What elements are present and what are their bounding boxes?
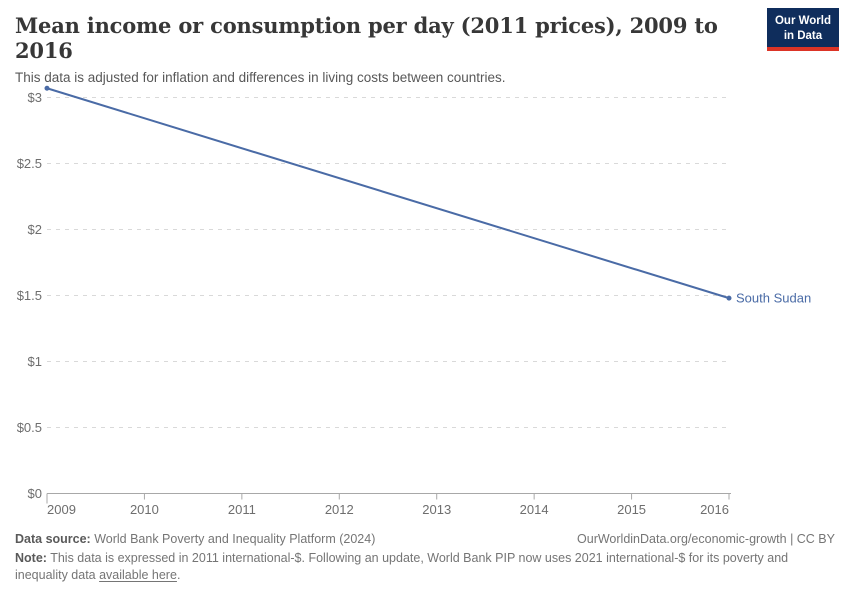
chart-subtitle: This data is adjusted for inflation and … — [15, 70, 506, 86]
chart-title: Mean income or consumption per day (2011… — [15, 13, 718, 64]
series-label[interactable]: South Sudan — [736, 291, 811, 306]
x-axis-tick-label: 2016 — [700, 502, 729, 517]
owid-logo[interactable]: Our World in Data — [766, 8, 839, 52]
available-here-link[interactable]: available here — [99, 568, 177, 582]
note-text: This data is expressed in 2011 internati… — [15, 551, 789, 582]
note-period: . — [176, 568, 181, 582]
license-text: OurWorldinData.org/economic-growth | CC … — [577, 532, 835, 546]
y-axis-tick-label: $2 — [28, 222, 42, 237]
x-axis-tick-label: 2013 — [422, 502, 451, 517]
y-axis-tick-label: $1 — [28, 354, 42, 369]
data-source-label: Data source: — [15, 532, 91, 546]
y-axis-tick-label: $3 — [28, 90, 42, 105]
y-axis-tick-label: $0 — [28, 486, 42, 501]
y-axis-tick-label: $1.5 — [17, 288, 42, 303]
owid-logo-line2: in Data — [783, 29, 823, 42]
series-line[interactable] — [46, 87, 730, 300]
owid-logo-line1: Our World — [774, 15, 831, 27]
data-point-marker[interactable] — [726, 295, 732, 301]
chart-footer: Data source: World Bank Poverty and Ineq… — [15, 532, 835, 584]
x-axis-tick-label: 2015 — [617, 502, 646, 517]
chart-header: Mean income or consumption per day (2011… — [15, 13, 760, 85]
data-source-line: Data source: World Bank Poverty and Ineq… — [15, 532, 375, 546]
x-axis-tick-label: 2009 — [47, 502, 76, 517]
footer-source-row: Data source: World Bank Poverty and Ineq… — [15, 532, 835, 546]
x-axis-tick-label: 2011 — [228, 502, 256, 517]
data-source-text: World Bank Poverty and Inequality Platfo… — [90, 532, 376, 546]
y-axis-tick-label: $2.5 — [17, 156, 42, 171]
footer-note: Note: This data is expressed in 2011 int… — [15, 550, 827, 584]
x-axis-tick-label: 2010 — [130, 502, 159, 517]
x-axis-tick-label: 2014 — [520, 502, 549, 517]
note-label: Note: — [15, 551, 47, 565]
x-axis-tick-label: 2012 — [325, 502, 354, 517]
y-axis-tick-label: $0.5 — [17, 420, 42, 435]
data-point-marker[interactable] — [44, 85, 50, 91]
